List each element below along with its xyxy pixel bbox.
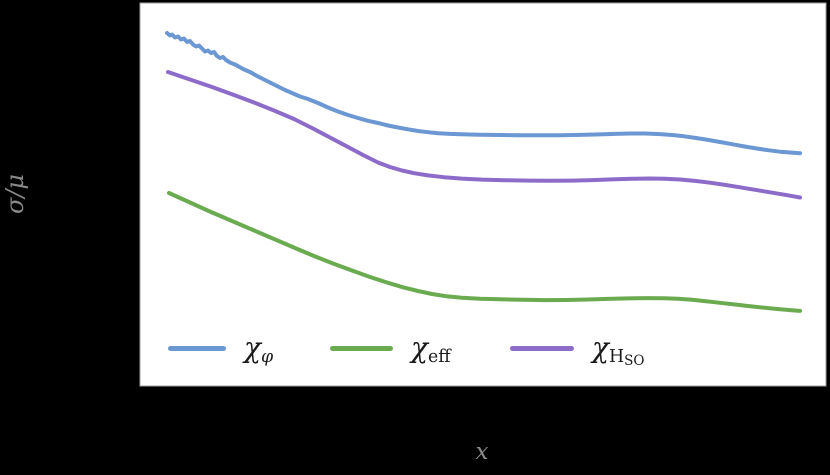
series-line-chi-eff: [167, 191, 802, 313]
y-axis-label: σ/μ: [1, 173, 29, 215]
series-line-chi-phi: [165, 31, 802, 156]
x-axis-label: x: [475, 439, 489, 465]
series-line-chi-hso: [166, 70, 802, 200]
plot-area: [139, 2, 827, 387]
